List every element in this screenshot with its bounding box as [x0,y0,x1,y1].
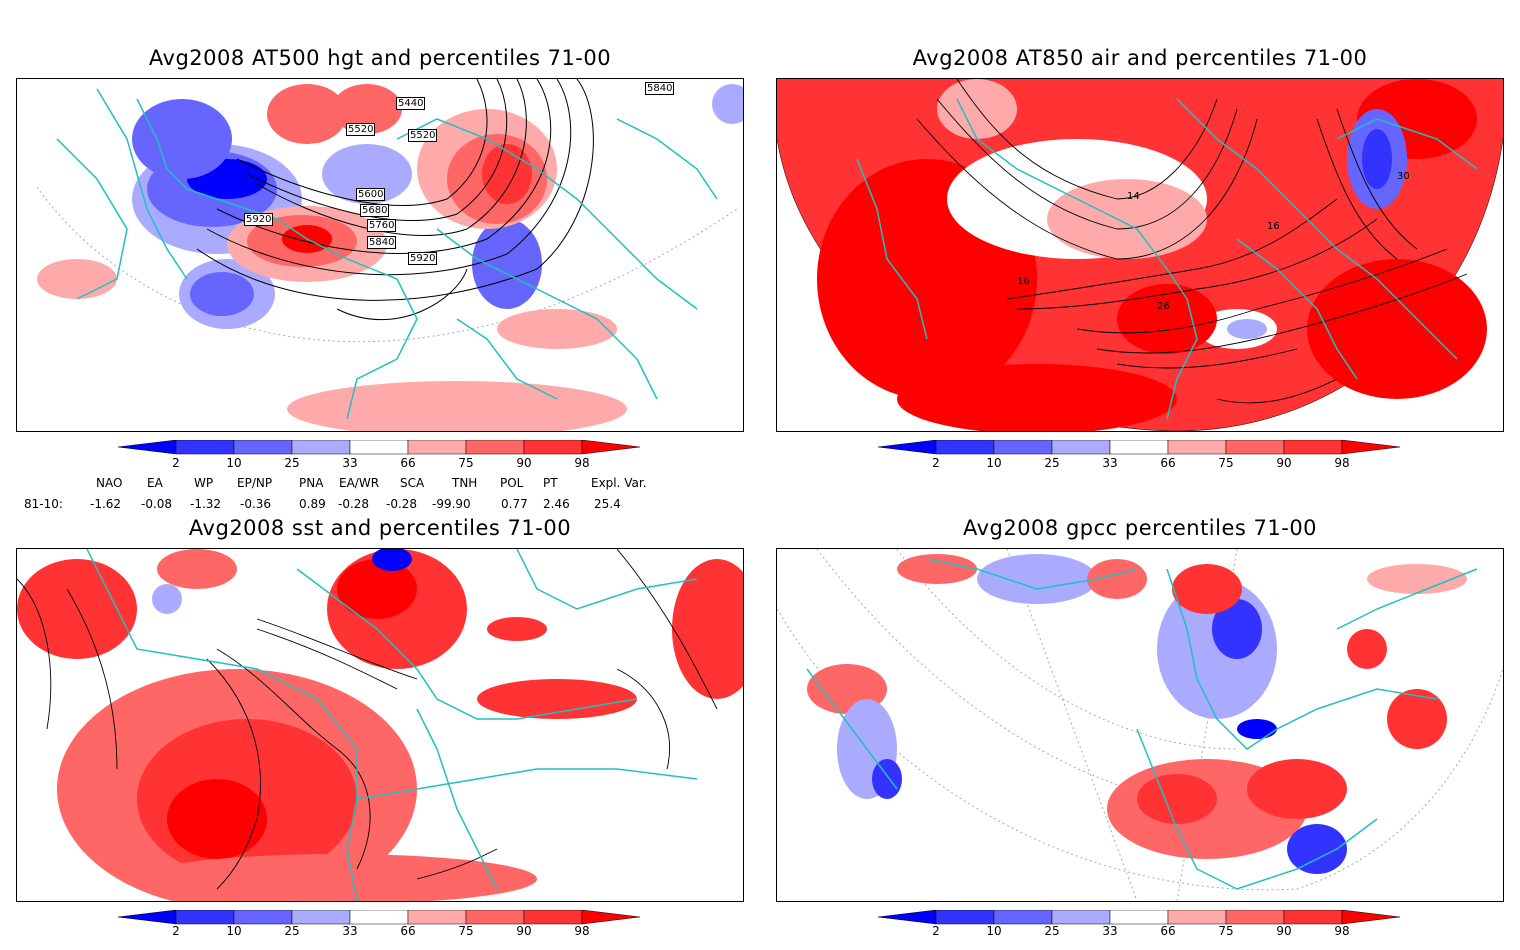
panel3-title: Avg2008 sst and percentiles 71-00 [188,516,572,540]
cbar1-tick-66: 66 [400,456,416,470]
contour-label-5440: 5440 [396,97,426,110]
cbar3-tick-98: 98 [574,924,590,938]
cbar3-tick-75: 75 [458,924,474,938]
cbar4-tick-10: 10 [986,924,1002,938]
cbar4-tick-2: 2 [932,924,940,938]
cbar4-tick-90: 90 [1276,924,1292,938]
cbar1-tick-75: 75 [458,456,474,470]
cbar4-tick-25: 25 [1044,924,1060,938]
cbar4-tick-66: 66 [1160,924,1176,938]
cbar1-tick-25: 25 [284,456,300,470]
index-header-tnh: TNH [452,476,478,490]
index-header-pt: PT [543,476,558,490]
index-header-nao: NAO [96,476,123,490]
contour-label-5760: 5760 [367,219,397,232]
contour-label-5920-b: 5920 [408,252,438,265]
contour-label-5520-b: 5520 [408,129,438,142]
index-value-nao: -1.62 [90,497,122,511]
index-value-pna: 0.89 [299,497,326,511]
cbar3-tick-90: 90 [516,924,532,938]
cbar2-tick-90: 90 [1276,456,1292,470]
map-panel-hgt500 [16,78,744,432]
map-panel-sst [16,548,744,902]
map-panel-gpcc [776,548,1504,902]
cbar4-tick-98: 98 [1334,924,1350,938]
colorbar-panel1: 2 10 25 33 66 75 90 98 [118,440,678,480]
contour-label-5600: 5600 [356,188,386,201]
cbar3-tick-66: 66 [400,924,416,938]
index-header-ea: EA [147,476,163,490]
index-row-label: 81-10: [24,497,63,511]
index-header-eawr: EA/WR [339,476,380,490]
index-value-eawr: -0.28 [338,497,370,511]
contour-label-air-3: 30 [1397,171,1410,182]
cbar3-tick-25: 25 [284,924,300,938]
index-header-sca: SCA [400,476,425,490]
cbar3-tick-10: 10 [226,924,242,938]
panel2-title: Avg2008 AT850 air and percentiles 71-00 [912,46,1368,70]
index-value-wp: -1.32 [190,497,222,511]
colorbar-panel4: 2 10 25 33 66 75 90 98 [878,910,1438,950]
cbar2-tick-66: 66 [1160,456,1176,470]
cbar2-tick-75: 75 [1218,456,1234,470]
index-value-tnh: -99.90 [432,497,471,511]
contour-label-air-2: 14 [1127,191,1140,202]
cbar1-tick-33: 33 [342,456,358,470]
map-panel-air850: 16 14 30 16 26 [776,78,1504,432]
contour-label-5680: 5680 [360,204,390,217]
index-value-pol: 0.77 [501,497,528,511]
cbar2-tick-10: 10 [986,456,1002,470]
contour-label-air-5: 26 [1157,301,1170,312]
cbar2-tick-2: 2 [932,456,940,470]
contour-label-air-1: 16 [1267,221,1280,232]
index-value-pt: 2.46 [543,497,570,511]
index-header-pna: PNA [299,476,324,490]
panel1-title: Avg2008 AT500 hgt and percentiles 71-00 [148,46,612,70]
cbar1-tick-98: 98 [574,456,590,470]
contour-label-5920-a: 5920 [244,213,274,226]
index-value-sca: -0.28 [386,497,418,511]
cbar4-tick-75: 75 [1218,924,1234,938]
index-value-explvar: 25.4 [594,497,621,511]
cbar3-tick-33: 33 [342,924,358,938]
cbar3-tick-2: 2 [172,924,180,938]
index-value-ea: -0.08 [141,497,173,511]
index-header-explvar: Expl. Var. [591,476,647,490]
index-header-pol: POL [500,476,524,490]
contour-label-air-4: 16 [1017,276,1030,287]
cbar4-tick-33: 33 [1102,924,1118,938]
contour-label-5840-b: 5840 [645,82,675,95]
cbar2-tick-25: 25 [1044,456,1060,470]
cbar2-tick-33: 33 [1102,456,1118,470]
contour-label-5840: 5840 [367,236,397,249]
index-value-epnp: -0.36 [240,497,272,511]
index-header-wp: WP [194,476,214,490]
colorbar-panel2: 2 10 25 33 66 75 90 98 [878,440,1438,480]
cbar1-tick-10: 10 [226,456,242,470]
cbar1-tick-2: 2 [172,456,180,470]
cbar2-tick-98: 98 [1334,456,1350,470]
index-header-epnp: EP/NP [237,476,273,490]
panel4-title: Avg2008 gpcc percentiles 71-00 [962,516,1318,540]
contour-label-5520-a: 5520 [346,123,376,136]
colorbar-panel3: 2 10 25 33 66 75 90 98 [118,910,678,950]
cbar1-tick-90: 90 [516,456,532,470]
